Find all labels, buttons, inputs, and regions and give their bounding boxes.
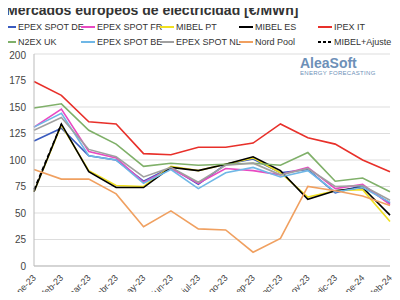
- html-text:Mercados europeos de electrici: Mercados europeos de electricidad [€/MWh…: [6, 2, 299, 18]
- html-text:MIBEL PT: MIBEL PT: [176, 22, 217, 32]
- svg-text:ene-24: ene-24: [340, 273, 367, 292]
- svg-text:feb-24: feb-24: [369, 273, 392, 292]
- svg-text:jul-23: jul-23: [179, 273, 202, 292]
- html-text:EPEX SPOT BE: EPEX SPOT BE: [97, 37, 163, 47]
- html-text:MIBEL ES: MIBEL ES: [255, 22, 297, 32]
- html-text:EPEX SPOT NL: EPEX SPOT NL: [176, 37, 241, 47]
- svg-text:oct-23: oct-23: [260, 273, 285, 292]
- svg-text:50: 50: [15, 208, 27, 219]
- html-text:IPEX IT: IPEX IT: [334, 22, 365, 32]
- html-text:Nord Pool: Nord Pool: [255, 37, 295, 47]
- svg-text:dic-23: dic-23: [315, 273, 339, 292]
- svg-text:jun-23: jun-23: [149, 273, 174, 292]
- svg-text:25: 25: [15, 234, 27, 245]
- html-text:AleaSoft: AleaSoft: [300, 55, 357, 71]
- svg-text:175: 175: [9, 75, 26, 86]
- svg-text:200: 200: [9, 50, 26, 61]
- svg-text:mar-23: mar-23: [65, 273, 92, 292]
- svg-text:ene-23: ene-23: [11, 273, 38, 292]
- svg-text:ago-23: ago-23: [203, 273, 230, 292]
- svg-text:75: 75: [15, 181, 27, 192]
- svg-text:0: 0: [20, 261, 26, 272]
- svg-text:125: 125: [9, 128, 26, 139]
- html-text:ENERGY FORECASTING: ENERGY FORECASTING: [300, 70, 376, 76]
- svg-text:may-23: may-23: [119, 273, 147, 292]
- svg-text:abr-23: abr-23: [95, 273, 120, 292]
- html-text:MIBEL+Ajuste: MIBEL+Ajuste: [334, 37, 392, 47]
- html-text:EPEX SPOT DE: EPEX SPOT DE: [18, 22, 84, 32]
- html-text:EPEX SPOT FR: EPEX SPOT FR: [97, 22, 163, 32]
- svg-text:sep-23: sep-23: [230, 273, 257, 292]
- svg-text:feb-23: feb-23: [40, 273, 65, 292]
- html-text:N2EX UK: N2EX UK: [18, 37, 57, 47]
- svg-text:150: 150: [9, 102, 26, 113]
- svg-text:nov-23: nov-23: [285, 273, 312, 292]
- svg-text:100: 100: [9, 155, 26, 166]
